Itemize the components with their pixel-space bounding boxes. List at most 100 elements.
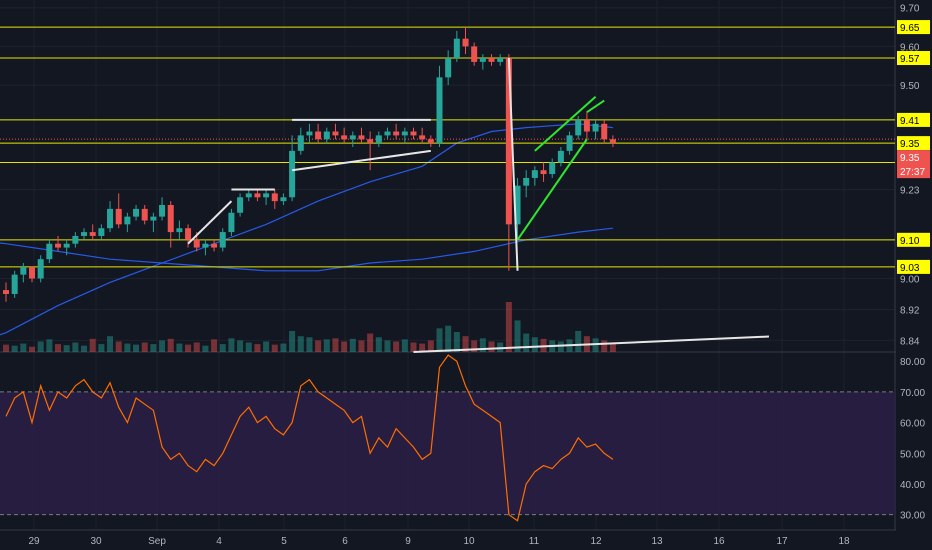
candle-body [306,131,313,136]
candles [3,27,616,302]
candle-body [271,193,278,202]
price-level-label: 9.10 [900,236,920,247]
candle-body [3,290,9,294]
volume-bar [159,340,166,352]
trend-drawings [187,57,770,353]
time-tick-label: 12 [590,536,602,547]
channel-line [586,99,605,114]
candle-body [436,77,443,144]
volume-bar [167,338,174,352]
volume-bar [141,342,148,352]
volume-bar [410,342,417,352]
price-tick-label: 9.50 [900,81,920,92]
volume-bar [462,336,469,352]
volume-bar [557,341,564,352]
volume-bar [254,344,261,352]
volume-bar [176,343,183,352]
time-tick-label: 5 [281,536,287,547]
level-badge [897,112,930,127]
candle-body [488,58,495,62]
level-badge [897,259,930,274]
candle-body [63,243,70,248]
volume-bar [20,343,27,352]
volume-bar [375,337,382,352]
candle-body [29,266,36,279]
time-tick-label: 6 [342,536,348,547]
time-tick-label: 16 [713,536,725,547]
candle-body [445,58,452,78]
candle-body [549,162,556,175]
candle-body [219,232,226,248]
candle-body [323,131,330,140]
time-tick-label: 18 [838,536,850,547]
volume-bar [401,339,408,352]
candle-body [297,135,304,151]
candle-body [341,135,348,140]
time-axis [0,531,895,550]
rsi-tick-label: 30.00 [900,511,925,522]
volume-bar [315,340,322,352]
price-tick-label: 9.00 [900,275,920,286]
rsi-tick-label: 80.00 [900,357,925,368]
candle-body [505,58,512,225]
candle-body [514,185,521,225]
volume-bar [609,342,616,352]
candle-body [401,131,408,136]
candle-body [393,131,400,136]
candle-body [384,131,391,136]
candle-body [37,259,44,279]
channel-line [534,95,597,152]
candle-body [332,131,339,136]
candle-body [410,131,417,136]
volume-bar [81,345,88,352]
volume-bar [601,340,608,352]
price-tick-label: 9.70 [900,4,920,15]
rsi-band [0,391,895,516]
volume-bar [323,339,330,352]
price-axis [896,0,932,550]
candle-body [601,123,608,140]
candle-body [133,208,140,217]
volume-bar [3,344,9,352]
price-level-label: 9.41 [900,116,920,127]
rsi-line [5,354,614,522]
volume-bar [280,343,287,352]
price-level-label: 9.03 [900,263,920,274]
candle-body [159,205,166,217]
price-tick-label: 9.60 [900,42,920,53]
candle-body [315,131,322,140]
volume-bar [505,302,512,352]
level-badge [897,20,930,35]
volume-bar [29,346,36,352]
candle-body [358,135,365,140]
volume-bar [271,344,278,352]
volume-bar [358,340,365,352]
candle-body [479,58,486,62]
volume-bar [263,341,270,352]
volume-bar [453,332,460,352]
candle-body [89,232,96,236]
candle-body [349,135,356,140]
price-level-label: 9.65 [900,23,920,34]
bar-countdown: 27:37 [900,167,925,178]
price-tick-label: 9.23 [900,186,920,197]
candle-body [263,193,270,198]
time-tick-label: 29 [28,536,40,547]
candle-body [575,119,582,136]
candle-body [176,228,183,233]
volume-bar [445,325,452,352]
volume-bar [488,341,495,352]
candle-body [540,170,547,175]
volume-bar [384,340,391,352]
time-tick-label: 10 [463,536,475,547]
volume-bar [341,341,348,352]
candle-body [81,232,88,236]
candle-body [609,139,616,144]
trend-line [413,335,770,353]
price-level-label: 9.35 [900,139,920,150]
volume-bar [98,344,105,352]
volume-bar [72,342,79,352]
candle-body [124,216,131,225]
